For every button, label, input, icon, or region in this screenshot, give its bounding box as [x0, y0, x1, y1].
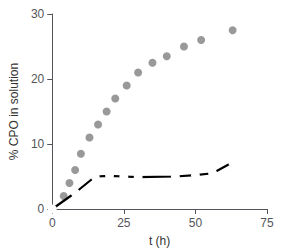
svg-text:% CPO in solution: % CPO in solution — [7, 63, 21, 160]
svg-text:50: 50 — [189, 216, 203, 230]
svg-text:t (h): t (h) — [149, 234, 170, 248]
svg-text:0: 0 — [38, 202, 45, 216]
svg-text:20: 20 — [31, 72, 45, 86]
svg-text:25: 25 — [117, 216, 131, 230]
svg-text:10: 10 — [31, 137, 45, 151]
svg-text:75: 75 — [260, 216, 274, 230]
svg-text:30: 30 — [31, 7, 45, 21]
svg-text:0: 0 — [49, 216, 56, 230]
